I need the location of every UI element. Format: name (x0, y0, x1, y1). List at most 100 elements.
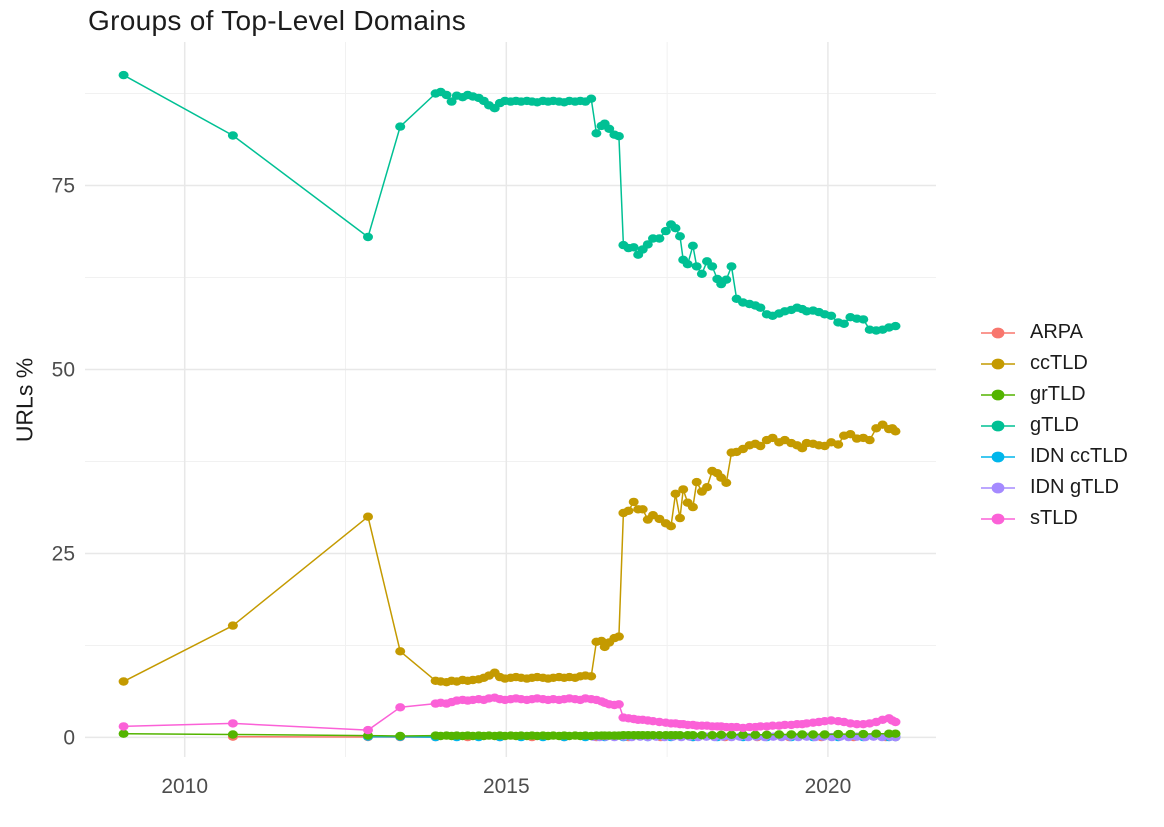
data-point-gtld (613, 132, 624, 141)
legend-label-cctld: ccTLD (1030, 352, 1088, 374)
data-point-cctld (691, 477, 702, 487)
legend-label-arpa: ARPA (1030, 321, 1083, 343)
legend-key-idn-cctld (981, 451, 1015, 462)
data-point-stld (118, 722, 129, 731)
x-tick-label: 2020 (805, 775, 852, 798)
data-point-gtld (696, 269, 707, 278)
data-point-grtld (675, 731, 685, 740)
legend-label-idn-cctld: IDN ccTLD (1030, 445, 1128, 467)
data-point-cctld (623, 506, 634, 515)
data-point-cctld (675, 513, 685, 523)
data-point-cctld (678, 485, 689, 494)
data-point-grtld (890, 729, 901, 738)
data-point-gtld (687, 241, 698, 250)
data-point-cctld (628, 497, 639, 507)
legend-item-grtld: grTLD (980, 383, 1128, 405)
data-point-gtld (591, 129, 602, 138)
legend-label-gtld: gTLD (1030, 414, 1079, 436)
data-point-cctld (864, 435, 875, 445)
data-point-stld (890, 717, 901, 727)
data-point-grtld (845, 729, 856, 739)
y-tick-label: 0 (63, 726, 75, 749)
data-point-gtld (858, 315, 869, 324)
x-tick-label: 2015 (483, 775, 530, 798)
data-point-gtld (441, 90, 452, 100)
data-point-grtld (819, 730, 830, 739)
legend-label-idn-gtld: IDN gTLD (1030, 476, 1119, 498)
legend-item-cctld: ccTLD (980, 352, 1128, 374)
data-point-grtld (118, 729, 129, 738)
data-point-cctld (227, 621, 238, 630)
data-point-cctld (586, 672, 597, 681)
data-point-grtld (797, 730, 808, 739)
data-point-grtld (761, 730, 772, 739)
data-point-cctld (755, 441, 766, 451)
series-grtld (118, 729, 901, 741)
data-point-gtld (363, 232, 373, 242)
legend-label-grtld: grTLD (1030, 383, 1086, 405)
data-point-gtld (660, 226, 671, 236)
data-point-grtld (786, 730, 797, 739)
legend-key-cctld (981, 358, 1015, 369)
data-point-grtld (808, 730, 819, 739)
data-point-cctld (666, 522, 676, 531)
data-point-grtld (833, 729, 844, 739)
data-point-gtld (890, 321, 901, 331)
chart-title: Groups of Top-Level Domains (88, 5, 466, 36)
legend-key-idn-gtld (981, 482, 1015, 493)
data-point-gtld (227, 131, 238, 140)
gridlines-major (85, 42, 936, 757)
data-point-stld (227, 719, 238, 728)
data-point-grtld (227, 730, 238, 739)
data-point-cctld (637, 505, 648, 514)
data-point-stld (395, 703, 406, 712)
data-point-gtld (675, 232, 685, 241)
series-cctld (118, 420, 901, 687)
x-tick-labels: 2010 2015 2020 (161, 775, 851, 798)
data-point-cctld (721, 478, 732, 487)
legend-item-gtld: gTLD (980, 414, 1128, 436)
legend-key-stld (981, 513, 1015, 524)
series-stld (118, 693, 901, 735)
data-point-cctld (613, 632, 624, 641)
data-point-gtld (604, 124, 615, 133)
data-point-grtld (707, 731, 718, 740)
data-point-gtld (670, 224, 681, 233)
data-point-grtld (858, 729, 869, 739)
legend-item-idn-gtld: IDN gTLD (980, 476, 1128, 498)
gridlines-minor (85, 42, 936, 757)
data-point-grtld (871, 729, 882, 738)
data-point-gtld (642, 240, 653, 249)
data-point-grtld (716, 730, 727, 739)
data-point-gtld (707, 262, 718, 271)
data-point-cctld (363, 512, 373, 521)
y-tick-label: 75 (52, 175, 75, 198)
data-point-gtld (755, 303, 766, 312)
data-point-cctld (118, 677, 129, 686)
data-point-gtld (721, 275, 732, 284)
data-point-grtld (726, 730, 737, 739)
data-point-cctld (833, 440, 844, 449)
legend-key-arpa (981, 327, 1015, 338)
data-point-grtld (774, 730, 785, 739)
data-point-gtld (395, 122, 406, 131)
data-point-grtld (395, 731, 406, 741)
legend-item-stld: sTLD (980, 507, 1128, 529)
data-point-gtld (691, 262, 702, 271)
data-point-gtld (118, 70, 129, 80)
data-point-stld (363, 725, 373, 735)
legend-key-grtld (981, 389, 1015, 400)
data-point-cctld (702, 483, 712, 492)
x-tick-label: 2010 (161, 775, 208, 798)
y-tick-labels: 0 25 50 75 (52, 175, 75, 750)
data-point-gtld (628, 243, 639, 252)
data-point-cctld (395, 647, 406, 656)
data-point-gtld (839, 319, 849, 328)
data-point-gtld (682, 260, 693, 269)
y-axis-title: URLs % (11, 357, 38, 443)
data-point-cctld (670, 489, 681, 498)
legend-key-gtld (981, 420, 1015, 431)
data-point-grtld (738, 730, 748, 739)
